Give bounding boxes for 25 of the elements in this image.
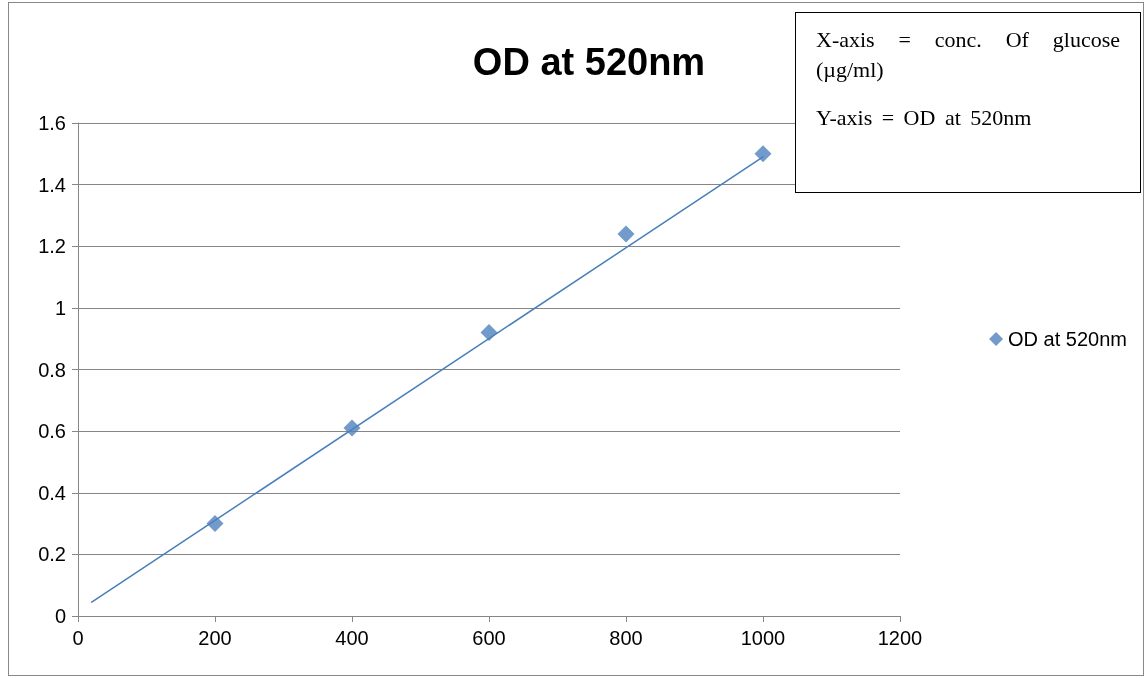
annotation: Y-axis = OD at 520nm bbox=[816, 104, 1033, 132]
y-tick-label: 1.2 bbox=[38, 235, 66, 258]
point bbox=[617, 225, 635, 243]
y-tick-label: 1.4 bbox=[38, 173, 66, 196]
y-tick-label: 0.8 bbox=[38, 358, 66, 381]
y-tick-label: 0.6 bbox=[38, 420, 66, 443]
y-tick-label: 0.2 bbox=[38, 543, 66, 566]
y-tick-label: 0.4 bbox=[38, 481, 66, 504]
point bbox=[480, 324, 498, 342]
x-tick-label: 1200 bbox=[877, 627, 923, 649]
y-tick-label: 0 bbox=[54, 605, 66, 627]
y-tick-label: 1.6 bbox=[38, 112, 66, 134]
legend-label: OD at 520nm bbox=[1008, 328, 1128, 350]
x-tick-label: 600 bbox=[472, 627, 506, 649]
x-tick-label: 800 bbox=[609, 627, 643, 649]
x-tick-label: 200 bbox=[198, 627, 232, 649]
y-tick-label: 1 bbox=[54, 296, 66, 319]
x-tick-label: 400 bbox=[335, 627, 369, 649]
point bbox=[754, 145, 772, 163]
x-tick-label: 0 bbox=[72, 627, 84, 649]
x-tick-label: 1000 bbox=[740, 627, 786, 649]
chart-title: OD at 520nm bbox=[472, 41, 706, 83]
point bbox=[343, 419, 361, 437]
point bbox=[206, 515, 224, 533]
text-box: X-axis = conc. Of glucose (µg/ml) Y-axis = OD at 520nm bbox=[795, 12, 1141, 193]
